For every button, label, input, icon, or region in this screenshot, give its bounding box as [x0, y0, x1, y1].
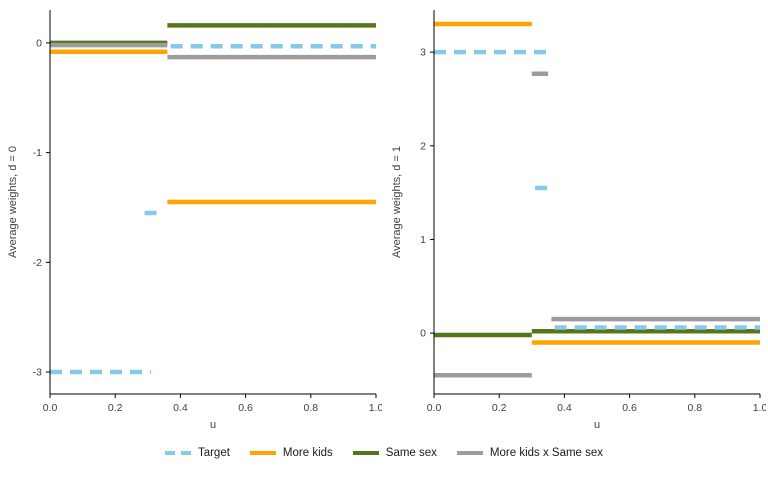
legend-label-target: Target	[197, 447, 230, 459]
y-axis-title: Average weights, d = 0	[7, 146, 19, 258]
y-tick-label: -1	[33, 147, 42, 159]
legend-item-more-kids: More kids	[249, 447, 333, 459]
y-tick-label: 0	[36, 37, 42, 49]
legend-swatch-interaction	[456, 450, 483, 456]
x-tick-label: 0.2	[492, 402, 507, 414]
y-tick-label: 3	[420, 47, 426, 59]
y-tick-label: -3	[33, 367, 42, 379]
chart-panel-d0: 0.0 0.2 0.4 0.6 0.8 1.0 0 -1 -2 -3 Average weights…	[7, 10, 382, 431]
legend-label-same-sex: Same sex	[385, 447, 437, 459]
legend-label-interaction: More kids x Same sex	[489, 447, 604, 459]
legend-item-same-sex: Same sex	[352, 447, 437, 459]
x-tick-label: 0.0	[427, 402, 442, 414]
x-axis-title: u	[210, 419, 216, 431]
y-tick-label: 1	[420, 234, 426, 246]
legend-swatch-more-kids	[249, 450, 276, 456]
x-tick-label: 0.2	[108, 402, 123, 414]
legend-item-target: Target	[164, 447, 230, 459]
legend-item-interaction: More kids x Same sex	[456, 447, 604, 459]
x-tick-label: 0.6	[238, 402, 253, 414]
x-axis-title: u	[594, 419, 600, 431]
y-tick-label: -2	[33, 257, 42, 269]
legend-label-more-kids: More kids	[282, 447, 333, 459]
x-tick-label: 0.4	[557, 402, 572, 414]
chart-panel-d1: 0.0 0.2 0.4 0.6 0.8 1.0 0 1 2 3 Average weights, d…	[391, 10, 766, 431]
x-tick-label: 1.0	[753, 402, 766, 414]
x-tick-label: 0.8	[687, 402, 702, 414]
x-tick-label: 1.0	[369, 402, 382, 414]
x-tick-label: 0.6	[622, 402, 637, 414]
x-tick-label: 0.0	[43, 402, 58, 414]
x-tick-label: 0.4	[173, 402, 188, 414]
y-tick-label: 0	[420, 328, 426, 340]
y-axis-title: Average weights, d = 1	[391, 146, 403, 258]
chart-panels: 0.0 0.2 0.4 0.6 0.8 1.0 0 -1 -2 -3 Average weights…	[7, 10, 766, 431]
legend: Target More kids Same sex More kids x Sa…	[0, 434, 768, 472]
y-tick-label: 2	[420, 140, 426, 152]
legend-swatch-target	[164, 450, 191, 456]
legend-swatch-same-sex	[352, 450, 379, 456]
x-tick-label: 0.8	[303, 402, 318, 414]
